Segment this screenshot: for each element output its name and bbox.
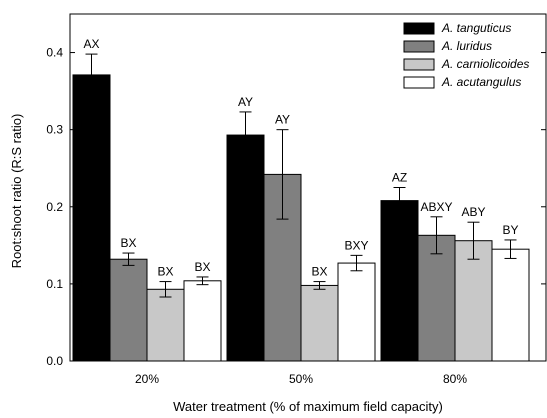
legend-swatch xyxy=(403,22,435,35)
bar xyxy=(72,74,111,362)
bar-label: BX xyxy=(311,265,327,279)
bar-label: BX xyxy=(157,265,173,279)
bar-label: AX xyxy=(83,37,99,51)
legend-swatch xyxy=(403,76,435,89)
bar xyxy=(491,248,530,362)
bar xyxy=(263,173,302,362)
y-tick-label: 0.4 xyxy=(46,46,63,60)
bar xyxy=(300,284,339,362)
bar xyxy=(146,288,185,362)
bar-label: AY xyxy=(238,95,253,109)
legend-label: A. tanguticus xyxy=(441,21,511,35)
error-bars xyxy=(85,53,517,298)
bar xyxy=(417,234,456,362)
x-axis-title: Water treatment (% of maximum field capa… xyxy=(173,399,443,414)
bar xyxy=(226,134,265,362)
legend-label: A. luridus xyxy=(441,39,492,53)
bar xyxy=(337,262,376,362)
bar xyxy=(454,240,493,362)
y-tick-label: 0.1 xyxy=(46,277,63,291)
bar xyxy=(183,280,222,362)
legend-swatch xyxy=(403,58,435,71)
x-tick-label: 50% xyxy=(289,372,313,386)
bar-label: BXY xyxy=(344,238,368,252)
bar-label: BY xyxy=(502,223,518,237)
y-axis-title: Root:shoot ratio (R:S ratio) xyxy=(9,114,24,269)
bars xyxy=(72,74,530,362)
bar-label: AY xyxy=(275,113,290,127)
x-tick-label: 80% xyxy=(443,372,467,386)
bar-label: ABXY xyxy=(420,200,452,214)
legend-label: A. carniolicoides xyxy=(441,57,529,71)
y-tick-label: 0.2 xyxy=(46,200,63,214)
y-tick-label: 0.3 xyxy=(46,123,63,137)
bar-labels: AX AY AZ BX AY ABXY BX BX ABY BX BXY BY xyxy=(83,37,518,278)
bar xyxy=(380,200,419,362)
x-tick-label: 20% xyxy=(135,372,159,386)
bar xyxy=(109,258,148,362)
bar-label: BX xyxy=(194,260,210,274)
legend-swatch xyxy=(403,40,435,53)
legend-label: A. acutangulus xyxy=(441,75,521,89)
bar-label: BX xyxy=(120,236,136,250)
axes: 0.0 0.1 0.2 0.3 0.4 20% 50% 80% xyxy=(46,46,546,386)
bar-label: ABY xyxy=(461,205,485,219)
legend: A. tanguticus A. luridus A. carniolicoides… xyxy=(403,21,529,89)
bar-label: AZ xyxy=(392,171,407,185)
y-tick-label: 0.0 xyxy=(46,354,63,368)
